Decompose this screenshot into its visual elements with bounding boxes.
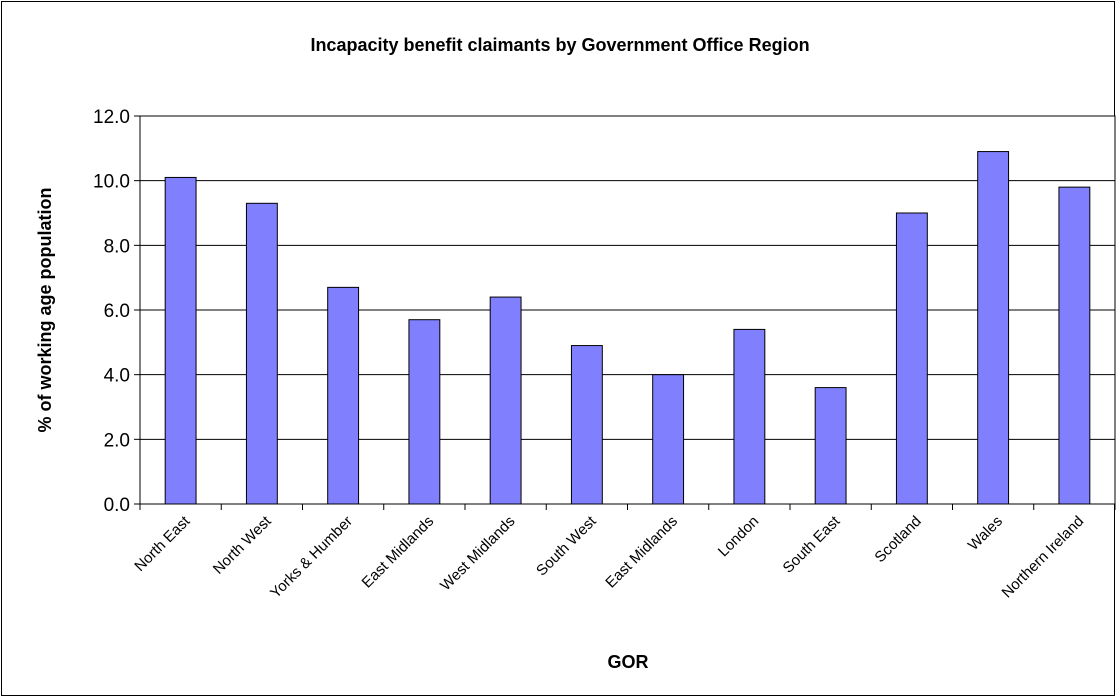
x-tick-label: London — [715, 513, 762, 560]
bar — [489, 296, 522, 505]
x-tick-label: East Midlands — [359, 513, 438, 592]
x-tick-label: Scotland — [871, 513, 924, 566]
y-tick-label: 10.0 — [93, 172, 130, 193]
x-tick-label: West Midlands — [437, 513, 518, 594]
x-tick-label: North East — [131, 512, 194, 575]
bar — [245, 202, 278, 505]
x-tick-label: Yorks & Humber — [267, 513, 356, 602]
y-tick-label: 12.0 — [93, 107, 130, 128]
x-tick-label: South East — [780, 512, 844, 576]
bar — [977, 151, 1010, 505]
y-tick-label: 2.0 — [104, 430, 130, 451]
gridlines — [140, 180, 1115, 440]
bar — [408, 319, 441, 505]
bar — [1058, 186, 1091, 505]
chart-title: Incapacity benefit claimants by Governme… — [310, 35, 809, 55]
x-tick-label: South West — [533, 512, 600, 579]
bar — [814, 387, 847, 505]
y-axis-title: % of working age population — [35, 188, 55, 433]
y-axis-ticks: 0.0 2.0 4.0 6.0 8.0 10.0 12.0 — [93, 107, 140, 516]
bar — [733, 328, 766, 505]
bar — [570, 345, 603, 505]
y-tick-label: 8.0 — [104, 236, 130, 257]
x-tick-label: East Midlands — [602, 513, 681, 592]
bar — [327, 286, 360, 505]
bar — [652, 374, 685, 505]
y-tick-label: 6.0 — [104, 301, 130, 322]
bar — [895, 212, 928, 505]
x-tick-label: Wales — [965, 513, 1006, 554]
x-tick-label: North West — [210, 512, 275, 577]
bar — [164, 176, 197, 505]
y-tick-label: 0.0 — [104, 495, 130, 516]
bars — [164, 151, 1091, 505]
x-tick-label: Northern Ireland — [999, 513, 1088, 602]
x-axis-title: GOR — [607, 652, 648, 672]
y-tick-label: 4.0 — [104, 366, 130, 387]
